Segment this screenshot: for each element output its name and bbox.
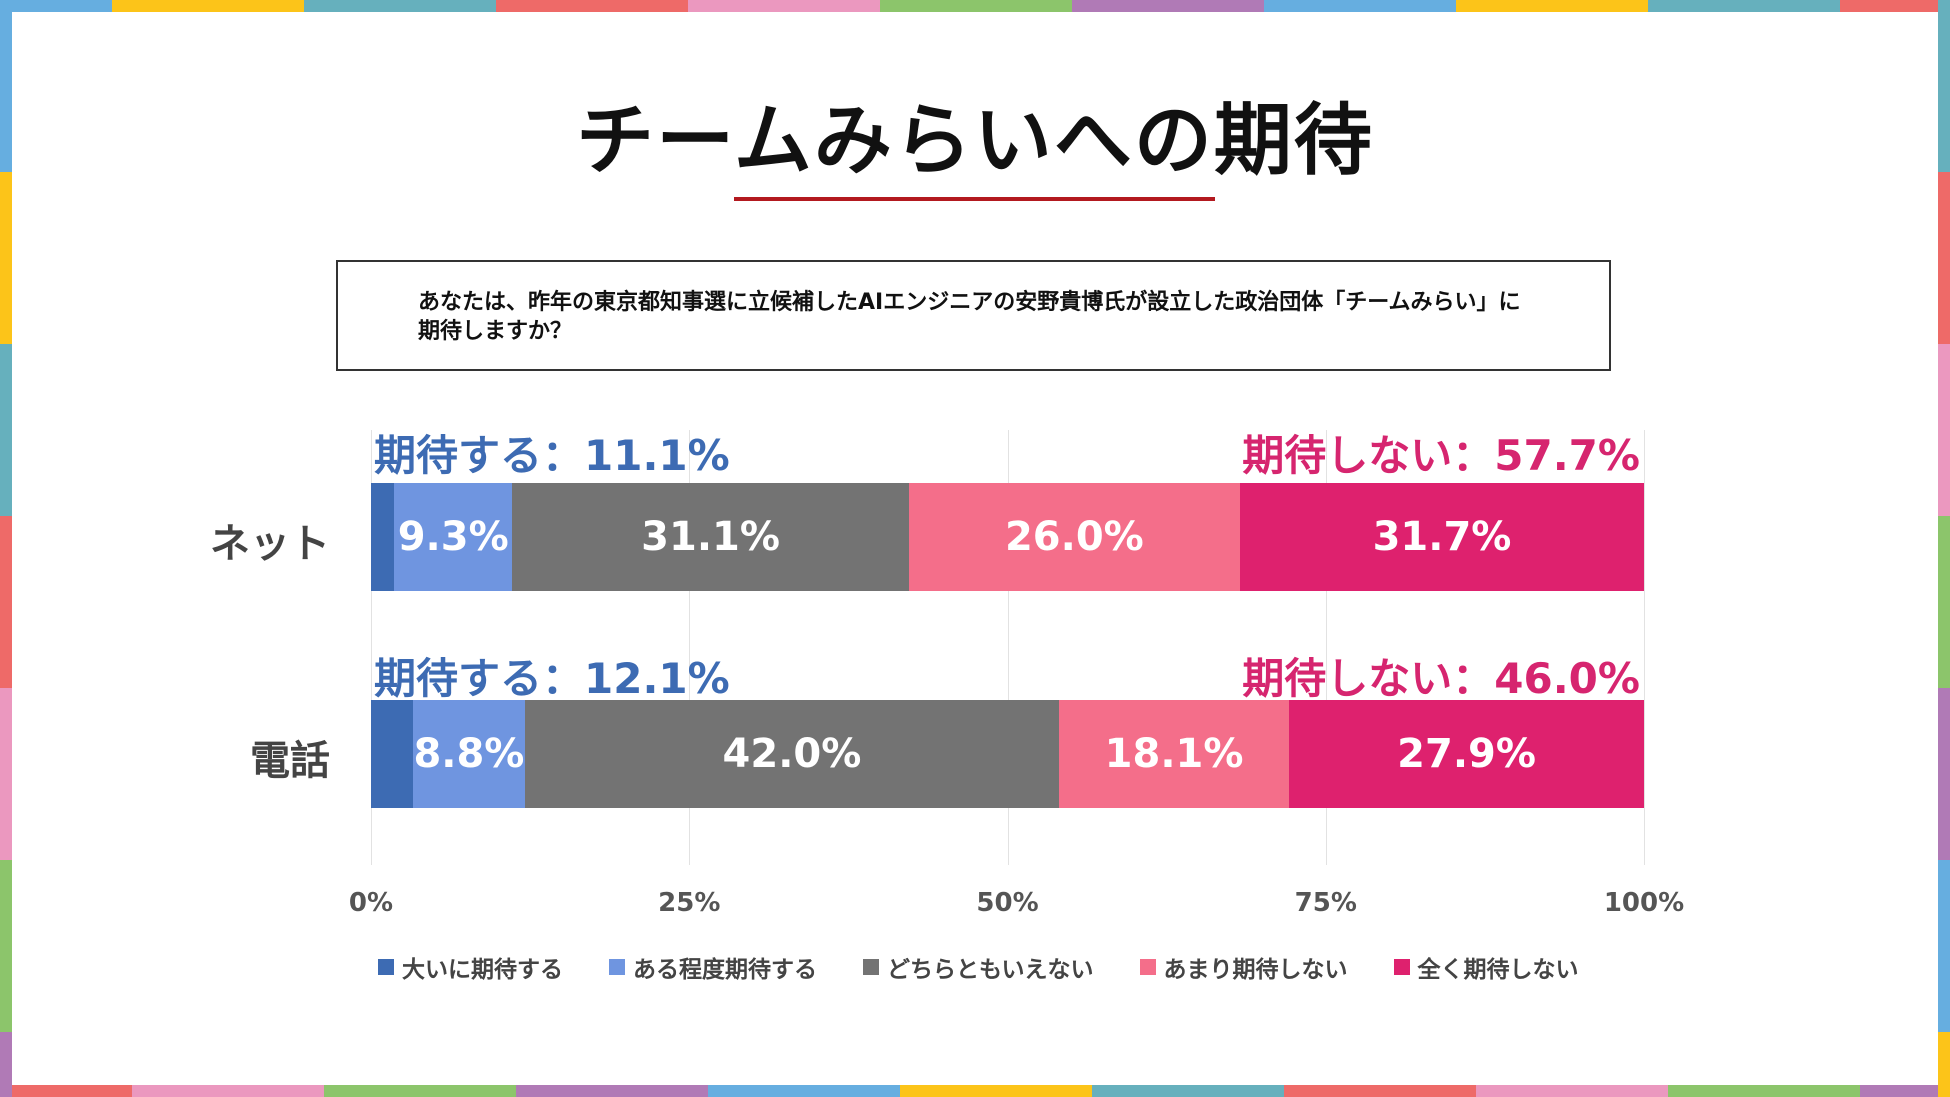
border-segment — [1938, 344, 1950, 516]
positive-summary-label: 期待する：11.1% — [374, 431, 730, 480]
border-segment — [1284, 1085, 1476, 1097]
border-segment — [0, 0, 12, 172]
gridline — [1007, 430, 1009, 865]
border-segment — [708, 1085, 900, 1097]
border-segment — [1938, 860, 1950, 1032]
question-text: あなたは、昨年の東京都知事選に立候補したAIエンジニアの安野貴博氏が設立した政治… — [418, 290, 1521, 344]
bar-segment — [371, 483, 394, 591]
gridline — [1644, 430, 1645, 865]
border-segment — [1938, 1032, 1950, 1097]
border-segment — [304, 0, 496, 12]
border-segment — [1072, 0, 1264, 12]
border-segment — [324, 1085, 516, 1097]
legend-label: 大いに期待する — [402, 957, 563, 983]
legend-swatch — [609, 959, 625, 975]
border-segment — [496, 0, 688, 12]
legend: 大いに期待する ある程度期待する どちらともいえない あまり期待しない 全く期待しない — [378, 950, 1579, 984]
legend-swatch — [378, 959, 394, 975]
legend-label: ある程度期待する — [633, 957, 817, 983]
border-segment — [0, 1085, 132, 1097]
legend-item: あまり期待しない — [1139, 950, 1348, 984]
legend-label: 全く期待しない — [1417, 957, 1579, 983]
question-box: あなたは、昨年の東京都知事選に立候補したAIエンジニアの安野貴博氏が設立した政治… — [336, 260, 1611, 371]
row-label: ネット — [210, 521, 330, 567]
bar-segment: 31.7% — [1240, 483, 1644, 591]
title-underline — [734, 197, 1215, 201]
bar-segment: 18.1% — [1058, 700, 1290, 808]
legend-swatch — [1139, 959, 1156, 975]
x-tick-label: 50% — [976, 888, 1039, 918]
border-segment — [688, 0, 880, 12]
border-segment — [1938, 516, 1950, 688]
gridline — [1325, 430, 1327, 865]
legend-item: 全く期待しない — [1393, 950, 1579, 984]
border-segment — [1668, 1085, 1860, 1097]
gridline — [689, 430, 691, 865]
bar-row: 8.8% 42.0% 18.1% 27.9% — [371, 700, 1644, 808]
border-segment — [1938, 688, 1950, 860]
border-segment — [1092, 1085, 1284, 1097]
x-tick-label: 100% — [1603, 888, 1685, 918]
border-segment — [0, 0, 112, 12]
negative-summary-label: 期待しない：57.7% — [1242, 431, 1640, 480]
border-segment — [0, 172, 12, 344]
legend-label: どちらともいえない — [887, 957, 1094, 983]
bar-segment: 42.0% — [524, 700, 1059, 808]
bar-segment: 8.8% — [412, 700, 525, 808]
row-label: 電話 — [250, 738, 330, 784]
legend-swatch — [1393, 959, 1410, 975]
bar-segment: 9.3% — [393, 483, 513, 591]
bar-segment: 31.1% — [512, 483, 909, 591]
bar-segment — [371, 700, 413, 808]
legend-item: ある程度期待する — [609, 950, 817, 984]
legend-item: どちらともいえない — [863, 950, 1094, 984]
negative-summary-label: 期待しない：46.0% — [1242, 654, 1640, 703]
border-segment — [132, 1085, 324, 1097]
positive-summary-label: 期待する：12.1% — [374, 654, 730, 703]
border-segment — [0, 1032, 12, 1097]
border-segment — [0, 516, 12, 688]
border-segment — [0, 344, 12, 516]
border-segment — [0, 688, 12, 860]
border-segment — [1860, 1085, 1950, 1097]
border-segment — [1938, 172, 1950, 344]
border-segment — [1456, 0, 1648, 12]
border-segment — [516, 1085, 708, 1097]
page-title: チームみらいへの期待 — [576, 96, 1374, 186]
x-tick-label: 0% — [348, 888, 394, 918]
border-segment — [1264, 0, 1456, 12]
border-segment — [1648, 0, 1840, 12]
border-segment — [1476, 1085, 1668, 1097]
legend-label: あまり期待しない — [1163, 957, 1348, 983]
border-segment — [900, 1085, 1092, 1097]
border-segment — [112, 0, 304, 12]
border-segment — [0, 860, 12, 1032]
border-segment — [1840, 0, 1950, 12]
legend-item: 大いに期待する — [378, 950, 563, 984]
bar-segment: 27.9% — [1289, 700, 1644, 808]
x-tick-label: 25% — [658, 888, 721, 918]
bar-segment: 26.0% — [908, 483, 1241, 591]
x-tick-label: 75% — [1294, 888, 1357, 918]
legend-swatch — [863, 959, 879, 975]
bar-row: 9.3% 31.1% 26.0% 31.7% — [371, 483, 1644, 591]
gridline — [371, 430, 372, 865]
border-segment — [1938, 0, 1950, 172]
border-segment — [880, 0, 1072, 12]
